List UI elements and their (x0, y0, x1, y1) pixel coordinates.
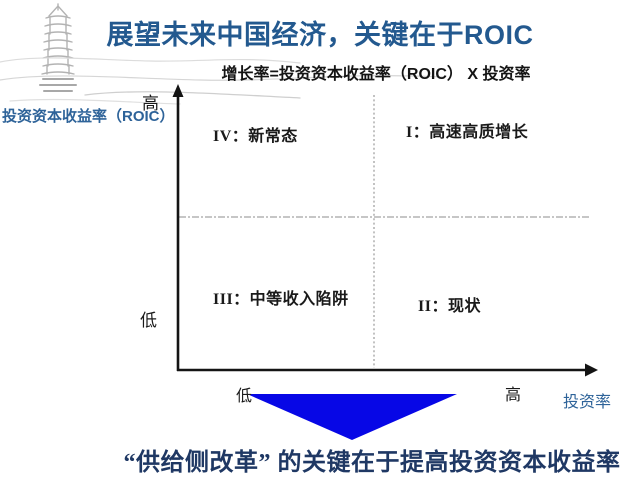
formula-subtitle: 增长率=投资资本收益率（ROIC） X 投资率 (221, 66, 531, 83)
x-axis-low-label: 低 (236, 388, 253, 405)
x-axis-arrowhead-icon (585, 363, 598, 377)
quadrant-2-label: II：现状 (418, 298, 481, 315)
y-axis-arrowhead-icon (172, 84, 184, 97)
quadrant-4-label: IV：新常态 (213, 128, 298, 145)
quadrant-3-label: III：中等收入陷阱 (213, 291, 349, 308)
y-axis-title: 投资资本收益率（ROIC） (2, 108, 175, 125)
y-axis-low-label: 低 (140, 311, 157, 330)
x-axis-title: 投资率 (563, 394, 612, 411)
slide-title: 展望未来中国经济，关键在于ROIC (106, 20, 534, 50)
y-axis-high-label: 高 (142, 94, 159, 113)
conclusion-text: “供给侧改革” 的关键在于提高投资资本收益率 (123, 450, 621, 476)
x-axis-high-label: 高 (505, 387, 522, 404)
down-arrow-triangle-icon (247, 394, 457, 440)
quadrant-1-label: I：高速高质增长 (406, 124, 529, 141)
